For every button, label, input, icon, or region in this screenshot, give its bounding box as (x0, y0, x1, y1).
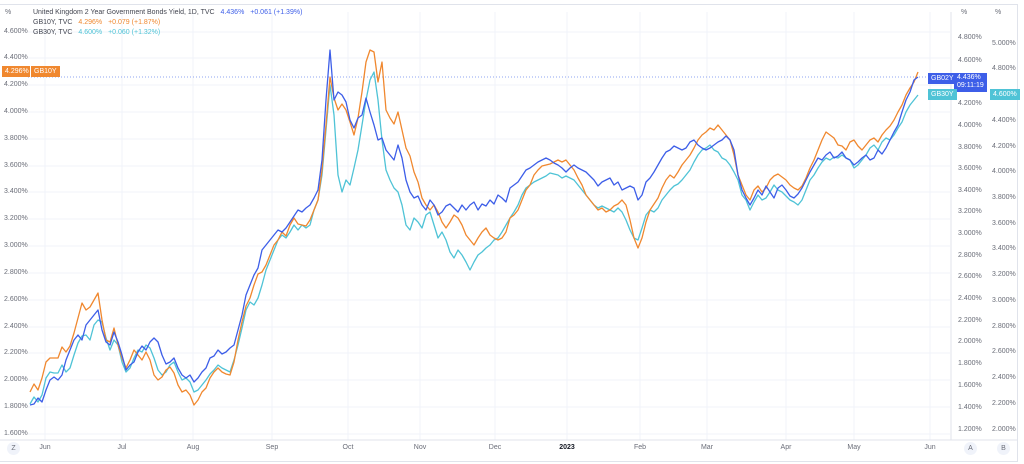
axis-a-tick: 1.600% (958, 382, 982, 389)
axis-a-tick: 3.600% (958, 165, 982, 172)
axis-b-tick: 2.400% (992, 374, 1016, 381)
axis-b-tick: 5.000% (992, 40, 1016, 47)
x-axis-label: Apr (780, 444, 792, 451)
gb10y-price-tag: 4.296% (2, 66, 32, 77)
axis-b-settings-button[interactable]: B (997, 442, 1010, 455)
axis-a-tick: 3.400% (958, 187, 982, 194)
left-axis-tick: 1.600% (4, 430, 28, 437)
legend-row-gb02y[interactable]: United Kingdom 2 Year Government Bonds Y… (33, 8, 302, 18)
axis-a-tick: 4.200% (958, 100, 982, 107)
left-axis-tick: 2.400% (4, 323, 28, 330)
x-axis-label: Oct (342, 444, 354, 451)
zoom-reset-button[interactable]: Z (7, 442, 20, 455)
left-axis-tick: 3.600% (4, 162, 28, 169)
gb10y-name-tag: GB10Y (30, 66, 60, 77)
series-gb30y-line (29, 71, 919, 405)
left-axis-tick: 3.800% (4, 135, 28, 142)
legend-change: +0.061 (+1.39%) (250, 9, 303, 16)
legend-change: +0.060 (+1.32%) (108, 29, 161, 36)
legend-value: 4.296% (78, 19, 103, 26)
chart-frame (0, 4, 1018, 462)
legend-value: 4.436% (220, 9, 245, 16)
gb30y-name-tag: GB30Y (928, 89, 957, 100)
legend-series-name: GB30Y, TVC (33, 29, 73, 36)
x-axis-label: Dec (488, 444, 502, 451)
gb02y-price-value: 4.436% (957, 74, 981, 81)
axis-a-tick: 2.800% (958, 252, 982, 259)
left-axis-tick: 2.600% (4, 296, 28, 303)
axis-b-tick: 3.600% (992, 220, 1016, 227)
left-axis-tick: 4.200% (4, 81, 28, 88)
left-axis-tick: 4.000% (4, 108, 28, 115)
axis-b-tick: 4.800% (992, 65, 1016, 72)
left-axis-tick: 1.800% (4, 403, 28, 410)
axis-b-tick: 3.400% (992, 245, 1016, 252)
axis-a-tick: 4.800% (958, 34, 982, 41)
gb02y-name-tag: GB02Y (928, 73, 957, 84)
chart-legend: United Kingdom 2 Year Government Bonds Y… (33, 8, 302, 38)
left-axis-tick: 3.200% (4, 215, 28, 222)
axis-a-tick: 2.000% (958, 338, 982, 345)
axis-a-tick: 2.600% (958, 273, 982, 280)
axis-b-tick: 3.800% (992, 194, 1016, 201)
left-axis-tick: 4.600% (4, 28, 28, 35)
x-axis-label: Jun (924, 444, 936, 451)
axis-a-tick: 3.200% (958, 208, 982, 215)
series-gb10y-line (29, 49, 919, 406)
axis-a-tick: 2.400% (958, 295, 982, 302)
x-axis-label: Feb (633, 444, 647, 451)
series-gb02y-line (29, 49, 919, 406)
axis-b-tick: 3.000% (992, 297, 1016, 304)
axis-b-tick: 2.600% (992, 348, 1016, 355)
x-axis-label: Jun (39, 444, 51, 451)
axis-a-tick: 1.400% (958, 404, 982, 411)
x-axis-label: Sep (265, 444, 279, 451)
axis-a-tick: 1.200% (958, 426, 982, 433)
axis-b-tick: 4.000% (992, 168, 1016, 175)
left-axis-tick: 4.400% (4, 54, 28, 61)
axis-a-settings-button[interactable]: A (964, 442, 977, 455)
axis-b-tick: 2.000% (992, 426, 1016, 433)
left-axis-tick: 2.000% (4, 376, 28, 383)
legend-value: 4.600% (78, 29, 103, 36)
legend-series-name: United Kingdom 2 Year Government Bonds Y… (33, 9, 215, 16)
axis-b-unit: % (995, 9, 1002, 16)
legend-row-gb10y[interactable]: GB10Y, TVC 4.296% +0.079 (+1.87%) (33, 18, 302, 28)
x-axis-label: Aug (186, 444, 200, 451)
horizontal-gridlines (28, 31, 950, 435)
left-axis-tick: 3.400% (4, 188, 28, 195)
left-axis-tick: 2.200% (4, 349, 28, 356)
legend-change: +0.079 (+1.87%) (108, 19, 161, 26)
x-axis-label: Mar (700, 444, 714, 451)
x-axis-label-year: 2023 (559, 444, 575, 451)
axis-b-tick: 2.800% (992, 323, 1016, 330)
x-axis-label: May (847, 444, 861, 451)
axis-a-tick: 4.000% (958, 122, 982, 129)
gb02y-countdown: 09:11:19 (957, 82, 984, 89)
axis-a-unit: % (961, 9, 968, 16)
vertical-gridlines (44, 12, 931, 440)
axis-a-tick: 3.800% (958, 144, 982, 151)
axis-b-tick: 4.200% (992, 143, 1016, 150)
axis-a-tick: 4.600% (958, 57, 982, 64)
axis-b-tick: 3.200% (992, 271, 1016, 278)
axis-a-tick: 2.200% (958, 317, 982, 324)
gb02y-price-tag: 4.436% 09:11:19 (954, 73, 987, 92)
left-axis-unit: % (5, 9, 12, 16)
legend-series-name: GB10Y, TVC (33, 19, 73, 26)
legend-row-gb30y[interactable]: GB30Y, TVC 4.600% +0.060 (+1.32%) (33, 28, 302, 38)
gb30y-price-tag: 4.600% (990, 89, 1020, 100)
axis-a-tick: 3.000% (958, 230, 982, 237)
axis-b-tick: 2.200% (992, 400, 1016, 407)
x-axis-label: Nov (413, 444, 427, 451)
left-axis-tick: 3.000% (4, 242, 28, 249)
axis-a-tick: 1.800% (958, 360, 982, 367)
left-axis-tick: 2.800% (4, 269, 28, 276)
x-axis-label: Jul (117, 444, 127, 451)
axis-b-tick: 4.400% (992, 117, 1016, 124)
